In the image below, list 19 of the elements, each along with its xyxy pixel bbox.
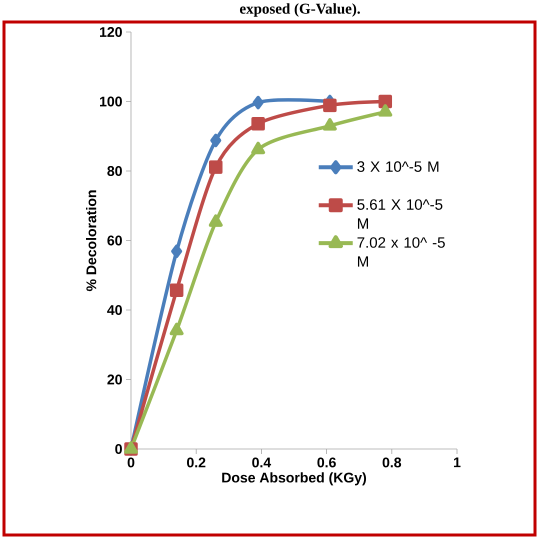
chart-title: exposed (G-Value). (240, 3, 360, 17)
y-tick-label: 80 (107, 166, 122, 176)
x-tick-label: 1 (454, 458, 460, 468)
x-tick-label: 0.4 (252, 458, 272, 468)
x-tick-label: 0.6 (317, 458, 336, 468)
y-tick-label: 60 (107, 236, 122, 246)
legend-label: 5.61 X 10^-5 M (357, 199, 442, 229)
y-tick-label: 20 (107, 374, 122, 384)
x-tick-label: 0.8 (382, 458, 402, 468)
y-tick-label: 40 (107, 305, 122, 315)
x-tick-label: 0 (128, 458, 134, 468)
x-axis-title: Dose Absorbed (KGy) (222, 472, 366, 486)
y-tick-label: 100 (100, 96, 122, 106)
y-tick-label: 120 (100, 27, 122, 37)
y-tick-label: 0 (115, 444, 122, 454)
legend-label: 7.02 x 10^ -5 M (358, 237, 445, 267)
legend-label: 3 X 10^-5 M (357, 161, 438, 172)
y-axis-title: % Decoloration (86, 190, 96, 292)
x-tick-label: 0.2 (187, 458, 206, 468)
